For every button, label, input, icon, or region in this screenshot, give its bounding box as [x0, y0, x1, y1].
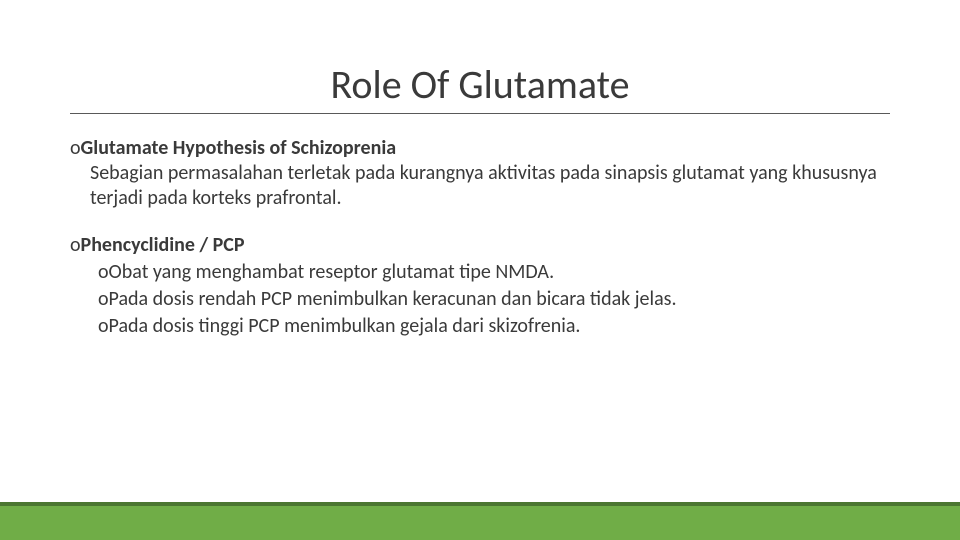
bullet-marker: o: [70, 136, 81, 160]
bullet-marker: o: [98, 287, 109, 311]
bullet-marker: o: [98, 260, 109, 284]
title-underline: [70, 113, 890, 114]
sub-bullet-text: Pada dosis tinggi PCP menimbulkan gejala…: [109, 314, 581, 338]
bullet-marker: o: [98, 314, 109, 338]
bullet-heading: Glutamate Hypothesis of Schizoprenia: [81, 136, 397, 160]
bullet-item: oGlutamate Hypothesis of Schizoprenia Se…: [70, 136, 890, 211]
bullet-item: oPhencyclidine / PCP oObat yang menghamb…: [70, 233, 890, 339]
bullet-heading: Phencyclidine / PCP: [81, 233, 245, 257]
bullet-body: Sebagian permasalahan terletak pada kura…: [90, 161, 890, 211]
title-block: Role Of Glutamate: [70, 60, 890, 114]
slide: Role Of Glutamate oGlutamate Hypothesis …: [0, 0, 960, 540]
sub-bullet-list: oObat yang menghambat reseptor glutamat …: [98, 260, 890, 339]
slide-title: Role Of Glutamate: [331, 60, 630, 109]
slide-content: oGlutamate Hypothesis of Schizoprenia Se…: [70, 136, 890, 339]
sub-bullet-item: oPada dosis rendah PCP menimbulkan kerac…: [98, 287, 890, 312]
sub-bullet-item: oPada dosis tinggi PCP menimbulkan gejal…: [98, 314, 890, 339]
sub-bullet-text: Pada dosis rendah PCP menimbulkan keracu…: [109, 287, 677, 311]
accent-bottom-bar: [0, 506, 960, 540]
sub-bullet-item: oObat yang menghambat reseptor glutamat …: [98, 260, 890, 285]
bullet-marker: o: [70, 233, 81, 257]
sub-bullet-text: Obat yang menghambat reseptor glutamat t…: [109, 260, 555, 284]
